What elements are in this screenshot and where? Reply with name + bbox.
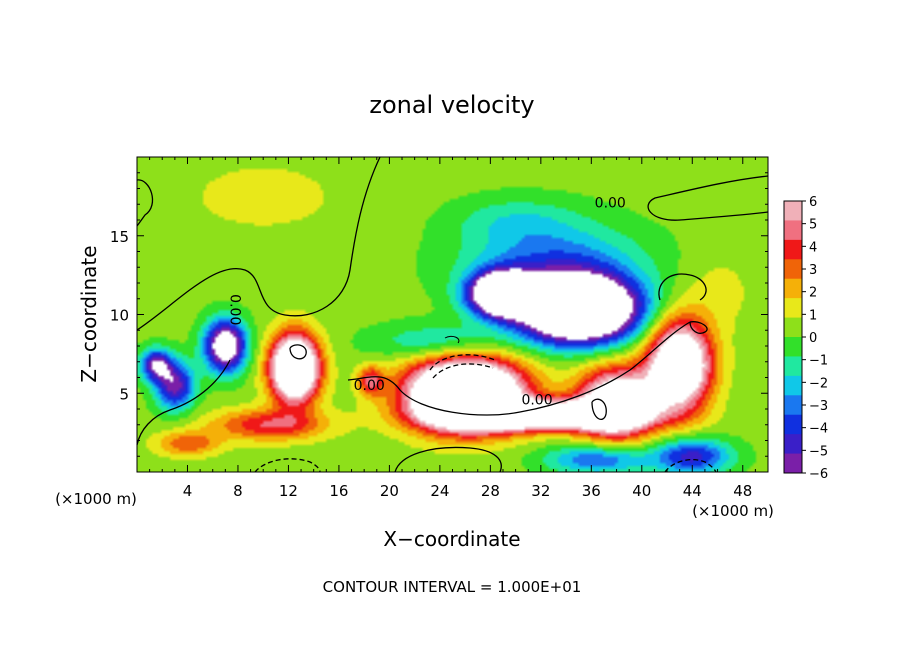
contour-label: 0.00: [354, 378, 385, 394]
contour-label: 0.00: [521, 392, 552, 408]
plot-area: 0.000.000.000.00 4 8 12 16 20 24 28 32 36 40 44 48 …: [110, 156, 769, 500]
contour-interval-footer: CONTOUR INTERVAL = 1.000E+01: [323, 578, 582, 596]
contour-zero-mid: [136, 359, 231, 446]
contour-zero-lower: [347, 321, 691, 416]
colorbar-tick-label: 6: [809, 195, 817, 210]
contour-small-loop-2: [591, 398, 607, 420]
colorbar-tick-label: 2: [809, 286, 817, 301]
x-tick-label: 20: [380, 482, 399, 500]
colorbar-tick-label: −5: [809, 444, 828, 459]
contour-zero-edge: [689, 321, 708, 334]
contour-neg-dashed-3: [254, 458, 321, 473]
contour-small-loop-1: [289, 344, 307, 360]
colorbar-swatch: [784, 395, 802, 416]
y-tick-label: 15: [110, 228, 129, 246]
colorbar-tick-label: 1: [809, 308, 817, 323]
x-tick-label: 24: [430, 482, 449, 500]
chart-title: zonal velocity: [369, 91, 534, 119]
colorbar-swatch: [784, 453, 802, 474]
colorbar-swatch: [784, 298, 802, 319]
colorbar-tick-label: −4: [809, 422, 828, 437]
contour-right-side: [658, 273, 707, 301]
heatmap-raster: [137, 157, 768, 472]
colorbar-tick-label: −3: [809, 399, 828, 414]
x-tick-label: 36: [582, 482, 601, 500]
x-tick-label: 8: [233, 482, 243, 500]
x-tick-label: 12: [279, 482, 298, 500]
x-tick-label: 44: [683, 482, 702, 500]
x-tick-label: 16: [329, 482, 348, 500]
contour-zero-right: [647, 175, 769, 221]
x-tick-label: 28: [481, 482, 500, 500]
x-axis-ticks: 4 8 12 16 20 24 28 32 36 40 44 48: [149, 157, 756, 500]
colorbar-swatch: [784, 317, 802, 338]
colorbar-tick-label: 0: [809, 331, 817, 346]
x-tick-label: 32: [531, 482, 550, 500]
contour-neg-dashed-2: [432, 363, 494, 379]
y-tick-label: 5: [119, 385, 129, 403]
colorbar-tick-label: −1: [809, 354, 828, 369]
x-tick-label: 48: [733, 482, 752, 500]
colorbar-swatch: [784, 239, 802, 260]
colorbar-tick-label: −6: [809, 467, 828, 482]
x-unit-left: (×1000 m): [55, 490, 137, 508]
y-axis-ticks: 5 10 15: [110, 172, 768, 457]
colorbar-tick-label: 5: [809, 218, 817, 233]
colorbar-swatch: [784, 337, 802, 357]
contour-label: 0.00: [595, 195, 626, 211]
colorbar-swatch: [784, 220, 802, 241]
contour-neg-dashed-4: [664, 458, 717, 473]
y-axis-label: Z−coordinate: [77, 245, 101, 382]
x-axis-label: X−coordinate: [383, 527, 520, 551]
x-unit-right: (×1000 m): [692, 502, 774, 520]
x-tick-label: 40: [632, 482, 651, 500]
colorbar-tick-label: 3: [809, 263, 817, 278]
contour-small-top: [444, 335, 460, 344]
colorbar-tick-label: −2: [809, 376, 828, 391]
contour-labels: 0.00 0.00 0.00 0.00: [226, 195, 625, 408]
colorbar-swatch: [784, 259, 802, 280]
contour-zero-main: [136, 156, 381, 331]
colorbar: 6 5 4 3 2 1 0 −1 −2 −3 −4 −5 −6: [783, 195, 828, 482]
contour-zero-upper: [136, 179, 154, 227]
x-tick-label: 4: [183, 482, 193, 500]
contour-label: 0.00: [226, 294, 242, 325]
colorbar-swatch: [784, 414, 802, 435]
colorbar-tick-label: 4: [809, 240, 817, 255]
colorbar-swatch: [784, 278, 802, 299]
colorbar-swatch: [784, 201, 802, 221]
colorbar-swatch: [784, 375, 802, 396]
contour-bottom-1: [394, 446, 502, 473]
colorbar-swatch: [784, 356, 802, 377]
colorbar-swatch: [784, 434, 802, 455]
y-tick-label: 10: [110, 307, 129, 325]
contour-lines: [136, 156, 769, 473]
